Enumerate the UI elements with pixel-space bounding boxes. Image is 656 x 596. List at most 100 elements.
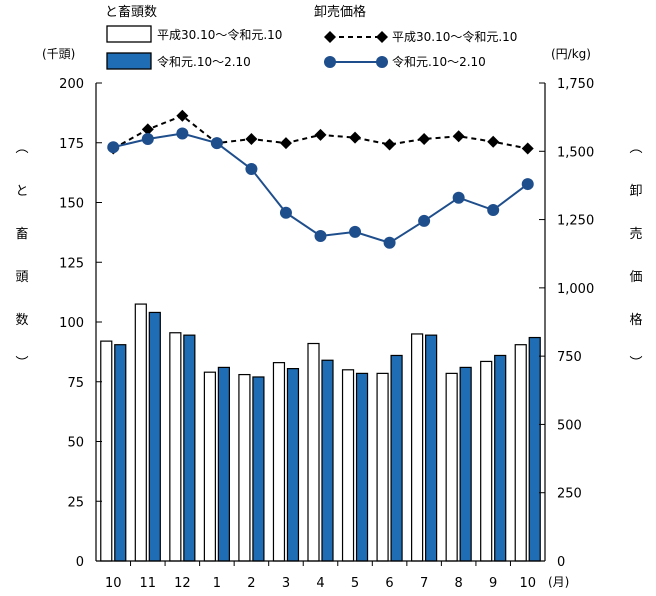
bar-current <box>425 334 438 562</box>
line-point-prior <box>176 109 189 122</box>
line-point-prior <box>279 137 292 150</box>
line-point-current <box>452 191 465 204</box>
bar-current <box>217 366 230 562</box>
line-point-current <box>176 127 189 140</box>
line-point-prior <box>418 132 431 145</box>
legend-swatch-bar-prior <box>106 25 152 43</box>
legend: と畜頭数 平成30.10～令和元.10 令和元.10～2.10 卸売価格 平成3… <box>105 4 517 70</box>
line-point-current <box>487 204 500 217</box>
legend-line-prior-marker-right <box>376 31 388 43</box>
legend-label-bar-prior: 平成30.10～令和元.10 <box>157 27 282 42</box>
bar-current <box>494 354 507 562</box>
line-point-current <box>349 225 362 238</box>
bar-current <box>390 354 403 562</box>
bar-current <box>148 311 161 562</box>
left-axis-title-char: ︶ <box>15 356 28 371</box>
left-axis-tick-label: 25 <box>67 495 84 510</box>
x-axis-tick-label: 3 <box>282 576 290 591</box>
bar-prior <box>100 340 113 562</box>
bar-prior <box>169 332 182 562</box>
bar-current <box>114 344 127 562</box>
line-point-current <box>245 163 258 176</box>
left-axis-title-char: ︵ <box>15 141 28 156</box>
x-axis-tick-label: 9 <box>489 576 497 591</box>
right-axis-tick-label: 0 <box>557 555 565 570</box>
left-axis-title: ︵ と畜頭数 ︶ <box>15 141 28 371</box>
bar-prior <box>272 362 286 562</box>
line-point-current <box>314 229 327 242</box>
line-point-prior <box>245 132 258 145</box>
right-axis-tick-label: 750 <box>557 350 582 365</box>
x-axis-tick-label: 10 <box>105 576 122 591</box>
line-point-current <box>279 206 292 219</box>
x-axis-tick-label: 6 <box>385 576 393 591</box>
right-axis-title-char: 売 <box>629 226 642 242</box>
legend-swatch-bar-current <box>106 52 152 70</box>
bar-current <box>459 366 472 562</box>
line-point-prior <box>349 131 362 144</box>
right-axis-title-char: 格 <box>629 312 642 328</box>
right-axis-unit: (円/kg) <box>551 47 591 61</box>
x-axis-unit: (月) <box>548 575 569 589</box>
right-axis-title-char: 価 <box>629 270 642 285</box>
x-axis-tick-label: 2 <box>247 576 255 591</box>
line-series-group <box>107 109 534 249</box>
bar-prior <box>341 369 355 562</box>
line-point-prior <box>521 142 534 155</box>
right-axis-title: ︵ 卸売価格 ︶ <box>629 141 642 371</box>
left-axis-tick-label: 75 <box>67 376 84 391</box>
line-point-prior <box>383 138 396 151</box>
line-point-current <box>521 178 534 191</box>
bar-prior <box>411 333 424 562</box>
legend-label-bar-current: 令和元.10～2.10 <box>157 54 251 69</box>
left-axis-tick-label: 150 <box>59 197 84 212</box>
legend-bar-group-title: と畜頭数 <box>105 4 157 20</box>
bar-prior <box>203 371 216 562</box>
left-axis-tick-label: 100 <box>59 316 84 331</box>
right-axis-tick-label: 250 <box>557 487 582 502</box>
line-point-current <box>383 236 396 249</box>
left-axis-tick-label: 125 <box>59 256 84 271</box>
legend-line-current-marker-left <box>324 56 336 68</box>
bar-current <box>321 359 334 562</box>
bar-prior <box>480 360 493 562</box>
left-axis-unit: (千頭) <box>42 47 75 61</box>
left-axis-tick-label: 175 <box>59 137 84 152</box>
left-axis-title-char: 頭 <box>15 270 28 285</box>
line-series-current <box>113 132 529 244</box>
right-axis-title-char: 卸 <box>629 183 642 199</box>
legend-line-prior-marker-left <box>324 31 336 43</box>
line-point-current <box>210 137 223 150</box>
line-point-prior <box>452 130 465 143</box>
right-axis-tick-label: 500 <box>557 418 582 433</box>
bar-prior <box>445 372 458 562</box>
axes-group: 025507510012515017520002505007501,0001,2… <box>59 77 594 591</box>
bar-prior <box>376 372 389 562</box>
legend-label-line-current: 令和元.10～2.10 <box>392 54 486 69</box>
line-point-current <box>107 141 120 154</box>
x-axis-tick-label: 12 <box>174 576 191 591</box>
right-axis-tick-label: 1,750 <box>557 77 594 92</box>
line-point-current <box>141 132 154 145</box>
bar-current <box>183 334 196 562</box>
line-point-current <box>418 214 431 227</box>
bar-current <box>355 372 369 562</box>
legend-label-line-prior: 平成30.10～令和元.10 <box>392 29 517 44</box>
left-axis-tick-label: 200 <box>59 77 84 92</box>
x-axis-tick-label: 7 <box>420 576 428 591</box>
left-axis-title-char: と <box>15 184 28 199</box>
x-axis-tick-label: 11 <box>140 576 157 591</box>
bar-prior <box>238 373 251 562</box>
x-axis-tick-label: 5 <box>351 576 359 591</box>
line-point-prior <box>141 123 154 136</box>
left-axis-tick-label: 50 <box>67 436 84 451</box>
bar-current <box>528 336 541 562</box>
bar-series-group <box>100 303 541 562</box>
bar-current <box>252 376 265 562</box>
right-axis-tick-label: 1,250 <box>557 214 594 229</box>
left-axis-title-char: 数 <box>15 313 28 328</box>
line-point-prior <box>487 135 500 148</box>
right-axis-tick-label: 1,000 <box>557 282 594 297</box>
legend-line-current-marker-right <box>376 56 388 68</box>
